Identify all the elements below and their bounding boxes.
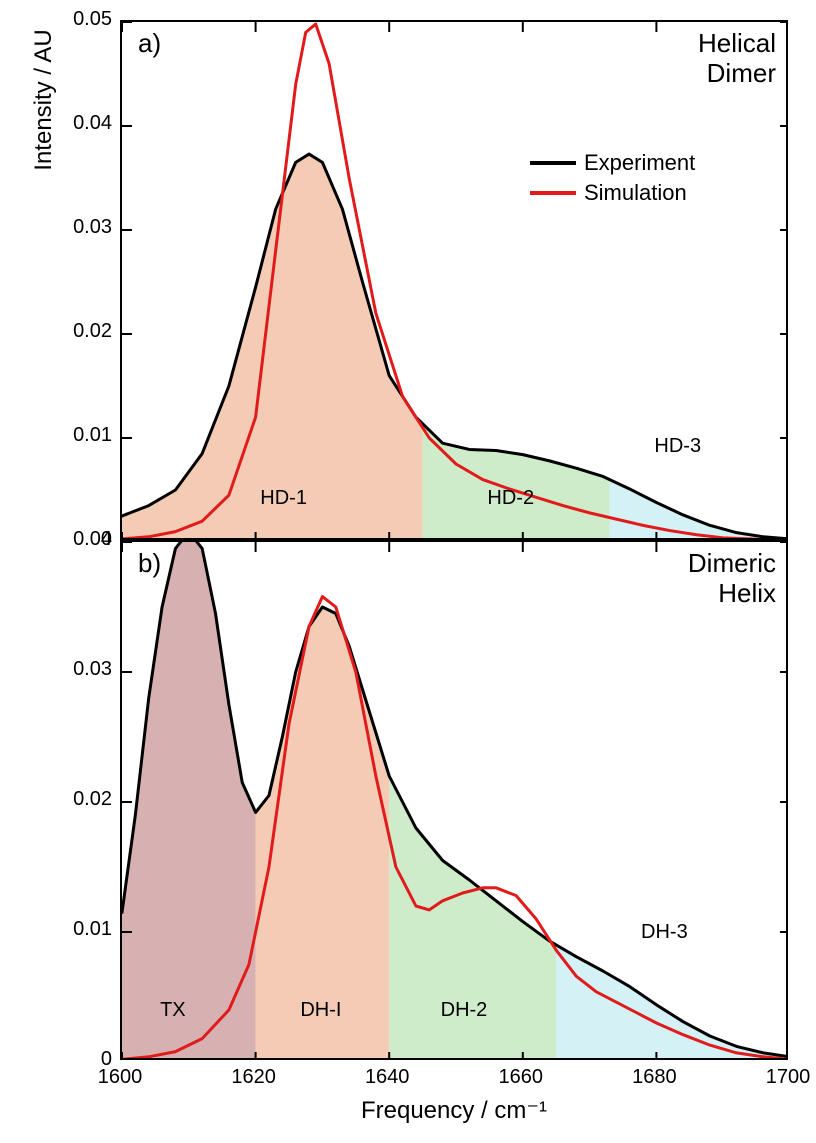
region-dh-i <box>256 607 390 1060</box>
y-axis-title: Intensity / AU <box>30 0 58 620</box>
ytick-b-1: 0.01 <box>73 918 112 941</box>
legend-label: Experiment <box>584 150 695 176</box>
region-hd-3 <box>610 480 788 540</box>
region-tx <box>122 542 256 1060</box>
ytick-b-4: 0.04 <box>73 528 112 551</box>
region-hd-1 <box>122 154 423 540</box>
panel-a <box>120 20 788 540</box>
xtick-1: 1620 <box>230 1066 278 1089</box>
panel-b <box>120 540 788 1060</box>
region-label-hd-2: HD-2 <box>487 487 534 510</box>
region-dh-3 <box>556 945 788 1060</box>
panel-title-a-line0: Helical <box>648 28 776 59</box>
ytick-a-4: 0.04 <box>73 112 112 135</box>
xtick-5: 1700 <box>764 1066 812 1089</box>
ytick-a-3: 0.03 <box>73 216 112 239</box>
ytick-a-1: 0.01 <box>73 424 112 447</box>
legend: Experiment Simulation <box>530 150 695 210</box>
xtick-3: 1660 <box>497 1066 545 1089</box>
ytick-a-2: 0.02 <box>73 320 112 343</box>
xtick-0: 1600 <box>96 1066 144 1089</box>
legend-item-experiment: Experiment <box>530 150 695 176</box>
panel-letter-b: b) <box>138 548 161 579</box>
legend-swatch <box>530 161 576 165</box>
region-label-dh-i: DH-I <box>300 999 341 1022</box>
panel-letter-a: a) <box>138 28 161 59</box>
x-axis-title: Frequency / cm⁻¹ <box>120 1096 788 1125</box>
ytick-b-2: 0.02 <box>73 788 112 811</box>
region-label-dh-3: DH-3 <box>641 921 688 944</box>
xtick-4: 1680 <box>630 1066 678 1089</box>
panel-title-b-line0: Dimeric <box>648 548 776 579</box>
region-label-dh-2: DH-2 <box>441 999 488 1022</box>
legend-item-simulation: Simulation <box>530 180 695 206</box>
region-hd-2 <box>423 424 610 540</box>
legend-label: Simulation <box>584 180 687 206</box>
region-label-hd-1: HD-1 <box>260 487 307 510</box>
legend-swatch <box>530 191 576 195</box>
figure-root: a)HelicalDimerHD-1HD-2HD-300.010.020.030… <box>0 0 816 1143</box>
panel-title-b-line1: Helix <box>648 578 776 609</box>
region-label-tx: TX <box>160 999 186 1022</box>
panel-title-a-line1: Dimer <box>648 58 776 89</box>
region-label-hd-3: HD-3 <box>654 435 701 458</box>
xtick-2: 1640 <box>363 1066 411 1089</box>
ytick-a-5: 0.05 <box>73 8 112 31</box>
ytick-b-3: 0.03 <box>73 658 112 681</box>
